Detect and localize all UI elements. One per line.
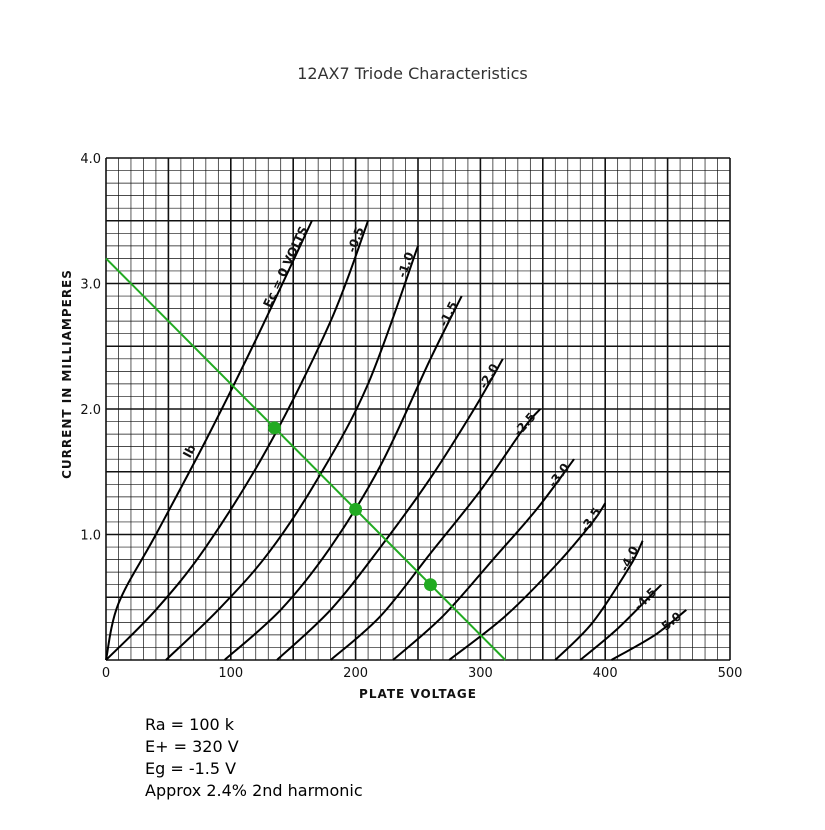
curve-line — [223, 295, 463, 661]
y-tick-label: 1.0 — [80, 529, 101, 544]
curve-label: -1.0 — [395, 250, 417, 279]
x-tick-label: 500 — [718, 666, 743, 681]
curve-label: -4.0 — [617, 544, 641, 574]
curve-line — [579, 583, 663, 661]
axis-ticks: 0 100 200 300 400 500 1.0 2.0 3.0 4.0 — [80, 152, 742, 681]
y-axis-label: CURRENT IN MILLIAMPERES — [60, 269, 74, 479]
note-harmonic: Approx 2.4% 2nd harmonic — [145, 781, 363, 800]
operating-point — [423, 578, 437, 592]
y-tick-label: 2.0 — [80, 403, 101, 418]
curve-label: -3.0 — [545, 461, 572, 490]
x-tick-label: 100 — [218, 666, 243, 681]
curve-line — [329, 408, 542, 661]
x-tick-label: 400 — [593, 666, 618, 681]
load-line — [105, 257, 507, 661]
curve-line — [105, 220, 370, 661]
y-tick-label: 4.0 — [80, 152, 101, 167]
curve-line — [105, 220, 313, 661]
y-tick-label: 3.0 — [80, 278, 101, 293]
load-line-group — [105, 257, 507, 661]
curve-line — [610, 609, 687, 661]
curve-label: -0.5 — [345, 225, 367, 254]
grid — [105, 157, 731, 661]
curve-line — [554, 540, 644, 661]
note-grid-bias: Eg = -1.5 V — [145, 759, 237, 778]
x-tick-label: 0 — [102, 666, 110, 681]
ib-annotation: Ib — [180, 442, 199, 460]
annotation-notes: Ra = 100 k E+ = 320 V Eg = -1.5 V Approx… — [145, 714, 363, 802]
curve-line — [392, 458, 575, 661]
x-tick-label: 300 — [468, 666, 493, 681]
chart-title: 12AX7 Triode Characteristics — [297, 64, 528, 83]
x-tick-label: 200 — [343, 666, 368, 681]
curve-line — [165, 245, 419, 661]
curve-line — [276, 358, 504, 661]
operating-point — [349, 502, 363, 516]
curve-line — [448, 502, 607, 661]
operating-point — [267, 421, 281, 435]
note-supply: E+ = 320 V — [145, 737, 239, 756]
note-ra: Ra = 100 k — [145, 715, 235, 734]
curve-label: -1.5 — [436, 299, 460, 329]
x-axis-label: PLATE VOLTAGE — [359, 687, 477, 701]
